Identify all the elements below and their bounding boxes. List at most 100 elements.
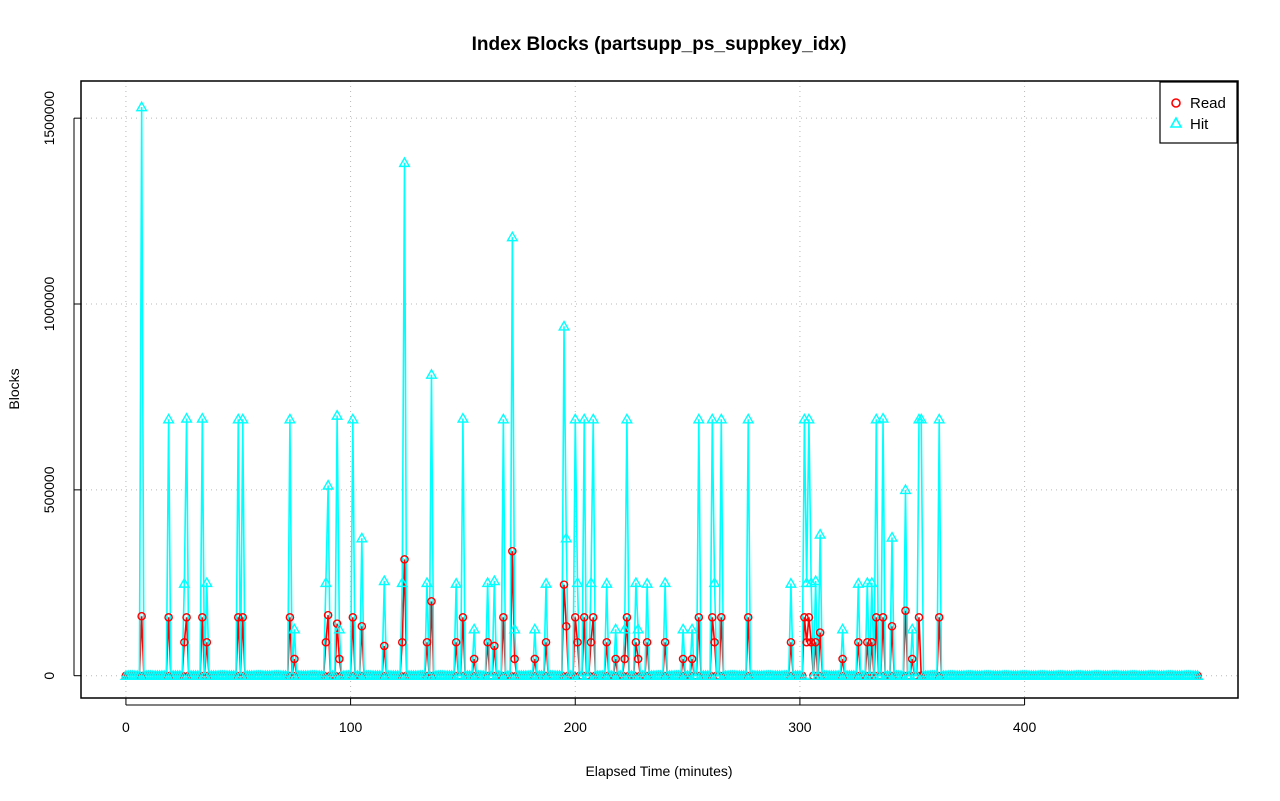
read-point xyxy=(451,637,461,647)
chart-title: Index Blocks (partsupp_ps_suppkey_idx) xyxy=(472,34,847,55)
read-point xyxy=(815,628,825,637)
read-point xyxy=(694,613,704,622)
hit-point xyxy=(1191,669,1204,680)
x-axis-label: Elapsed Time (minutes) xyxy=(585,763,732,779)
hit-point xyxy=(616,669,629,680)
read-point xyxy=(285,613,295,622)
hit-point xyxy=(805,576,818,588)
legend-box xyxy=(1159,81,1238,144)
series-markers xyxy=(119,100,1204,680)
hit-point xyxy=(555,669,568,680)
read-point xyxy=(687,654,697,664)
hit-point xyxy=(162,413,175,424)
y-tick-label: 500000 xyxy=(41,466,57,513)
hit-point xyxy=(346,413,359,424)
read-point xyxy=(633,654,643,664)
legend-read-marker xyxy=(1171,98,1181,108)
read-point xyxy=(743,613,753,622)
read-point xyxy=(180,637,189,647)
read-point xyxy=(786,637,796,647)
read-point xyxy=(804,613,814,622)
read-point xyxy=(907,654,917,664)
hit-point xyxy=(288,623,301,634)
read-point xyxy=(867,637,877,647)
read-point xyxy=(198,613,207,622)
hit-point xyxy=(620,413,633,424)
hit-point xyxy=(450,577,463,588)
hit-point xyxy=(571,576,584,588)
read-point xyxy=(806,637,816,647)
hit-point xyxy=(180,412,193,423)
hit-point xyxy=(560,531,573,543)
read-point xyxy=(570,613,580,622)
x-tick-label: 200 xyxy=(564,719,588,735)
hit-point xyxy=(632,623,645,634)
read-point xyxy=(710,637,719,647)
hit-point xyxy=(497,413,510,424)
read-point xyxy=(164,613,173,622)
series-line-read xyxy=(125,551,1198,677)
read-point xyxy=(854,637,863,647)
hit-point xyxy=(809,574,822,586)
hit-point xyxy=(481,576,494,588)
hit-point xyxy=(899,483,912,495)
read-point xyxy=(290,654,299,664)
hit-point xyxy=(319,576,332,588)
read-point xyxy=(914,613,924,622)
read-point xyxy=(469,654,479,664)
hit-point xyxy=(540,577,553,588)
read-point xyxy=(238,613,248,622)
hit-point xyxy=(796,669,809,680)
read-point xyxy=(602,637,612,647)
hit-point xyxy=(135,100,148,112)
read-point xyxy=(863,637,872,647)
grid xyxy=(81,81,1238,698)
y-tick-label: 1500000 xyxy=(41,91,57,146)
hit-point xyxy=(200,576,213,588)
read-point xyxy=(586,637,596,647)
series-lines xyxy=(125,107,1198,677)
read-point xyxy=(631,637,641,647)
hit-point xyxy=(686,623,699,634)
hit-point xyxy=(378,574,391,586)
x-tick-label: 0 xyxy=(122,719,130,735)
read-point xyxy=(678,654,688,664)
hit-point xyxy=(394,669,407,680)
read-point xyxy=(561,621,571,631)
hit-point xyxy=(915,413,928,424)
hit-point xyxy=(704,669,717,680)
legend: Read Hit xyxy=(1159,81,1238,144)
read-point xyxy=(901,606,910,615)
read-point xyxy=(233,613,243,622)
read-point xyxy=(422,637,432,647)
x-tick-label: 100 xyxy=(339,719,363,735)
hit-point xyxy=(659,576,672,588)
read-point xyxy=(458,613,468,622)
hit-point xyxy=(715,413,728,424)
hit-point xyxy=(331,409,344,420)
x-tick-label: 400 xyxy=(1013,719,1037,735)
hit-point xyxy=(877,412,890,423)
hit-point xyxy=(322,479,335,490)
hit-point xyxy=(396,576,409,588)
read-point xyxy=(579,613,589,622)
read-point xyxy=(335,654,344,664)
read-point xyxy=(802,637,811,647)
read-point xyxy=(321,637,331,647)
read-point xyxy=(490,641,499,651)
hit-point xyxy=(852,577,865,588)
hit-point xyxy=(692,413,705,424)
read-point xyxy=(541,637,551,647)
hit-point xyxy=(283,413,296,424)
hit-point xyxy=(566,669,580,680)
read-point xyxy=(530,654,540,664)
read-point xyxy=(811,637,820,647)
read-point xyxy=(323,610,333,620)
read-point xyxy=(660,637,670,647)
hit-point xyxy=(420,576,433,588)
read-point xyxy=(716,613,726,622)
y-tick-label: 0 xyxy=(41,672,57,680)
read-point xyxy=(611,654,620,664)
hit-point xyxy=(558,320,571,331)
